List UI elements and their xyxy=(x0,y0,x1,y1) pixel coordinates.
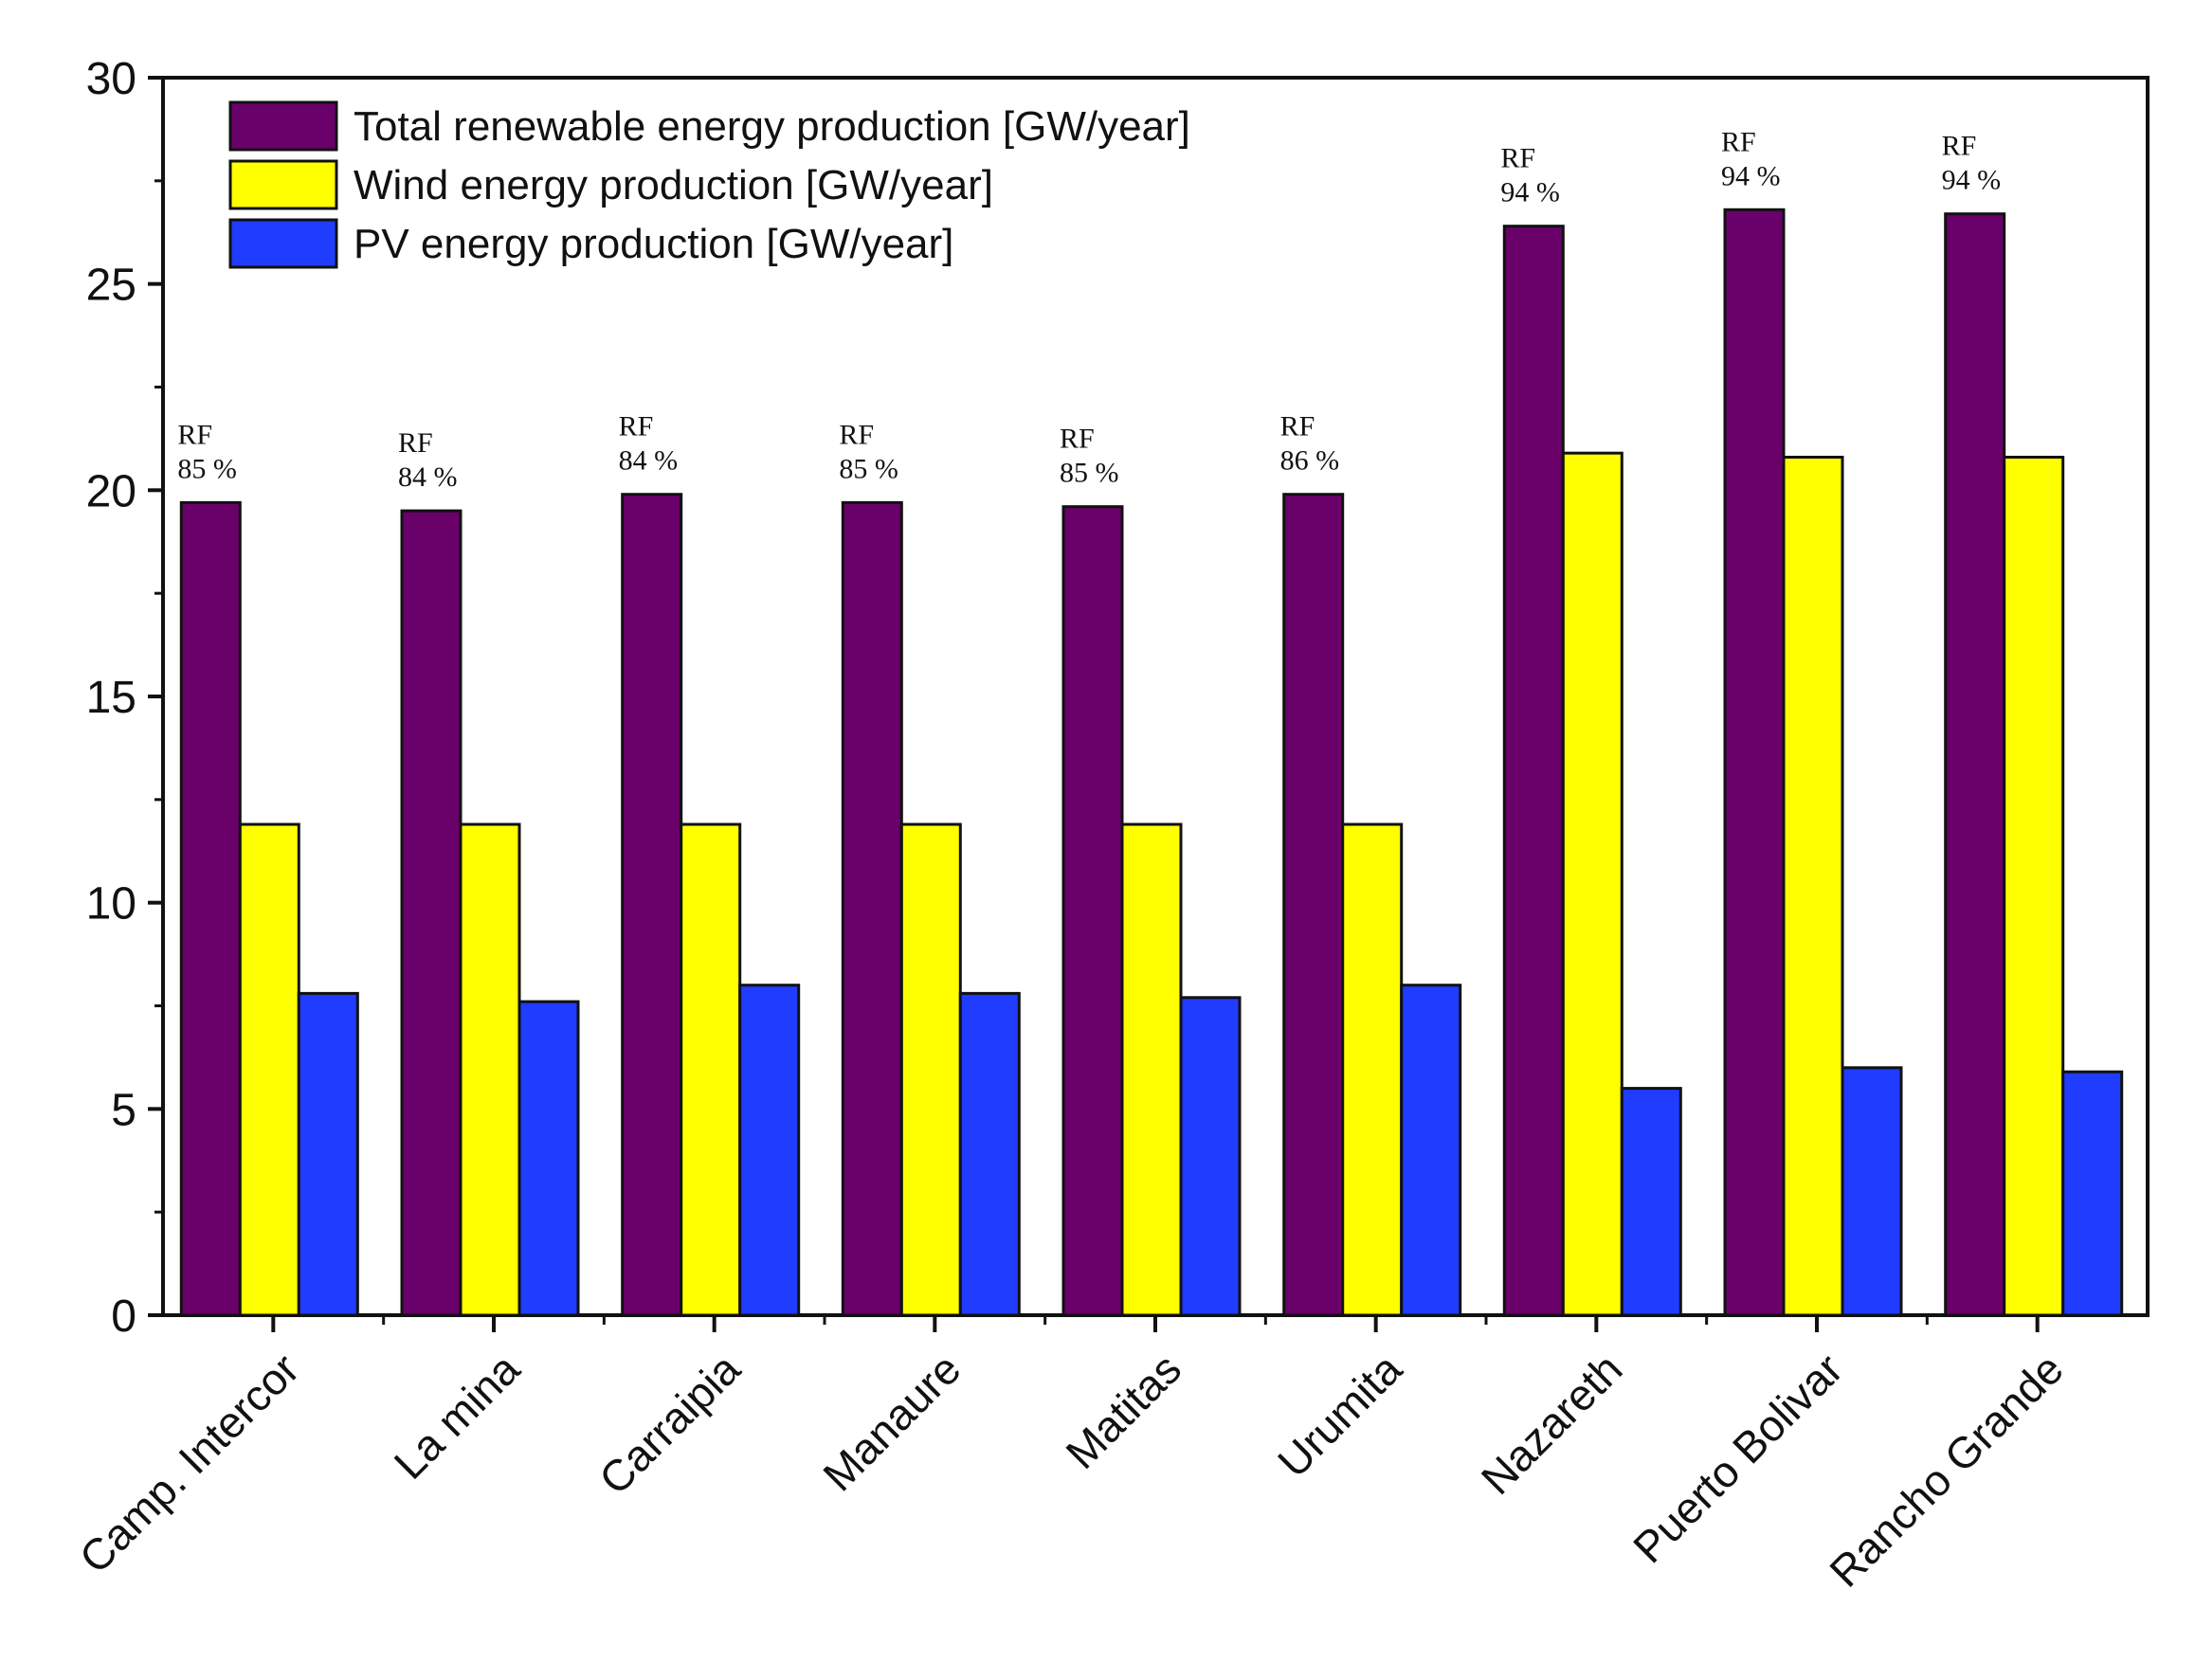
bars-group xyxy=(179,208,2124,1317)
rf-label-2: RF xyxy=(619,411,654,443)
rf-value-7: 94 % xyxy=(1721,160,1781,191)
bar-wind-5 xyxy=(1341,822,1404,1317)
y-tick-label-0: 0 xyxy=(111,1292,136,1342)
bar-wind-1 xyxy=(459,822,521,1317)
rf-label-1: RF xyxy=(398,427,433,459)
y-tick-label-25: 25 xyxy=(86,261,136,311)
rf-value-0: 85 % xyxy=(177,453,237,484)
rf-label-4: RF xyxy=(1060,424,1095,455)
bar-total-6 xyxy=(1502,225,1565,1317)
rf-label-5: RF xyxy=(1280,411,1315,443)
legend-swatch-total xyxy=(228,100,338,152)
bar-pv-6 xyxy=(1620,1087,1682,1317)
rf-value-4: 85 % xyxy=(1060,458,1119,489)
legend-swatch-wind xyxy=(228,159,338,210)
bar-pv-4 xyxy=(1179,996,1242,1317)
rf-value-2: 84 % xyxy=(619,445,679,477)
legend-label-wind: Wind energy production [GW/year] xyxy=(354,162,993,208)
bar-total-3 xyxy=(841,500,903,1317)
x-tick-label-2: Carraipia xyxy=(590,1344,750,1504)
bar-wind-2 xyxy=(680,822,742,1317)
bar-total-1 xyxy=(400,509,463,1317)
bar-total-0 xyxy=(179,500,242,1317)
bar-pv-8 xyxy=(2061,1070,2124,1317)
bar-wind-4 xyxy=(1120,822,1183,1317)
legend-label-pv: PV energy production [GW/year] xyxy=(354,221,953,267)
bar-wind-6 xyxy=(1561,451,1624,1317)
bar-wind-3 xyxy=(899,822,962,1317)
y-tick-label-10: 10 xyxy=(86,879,136,930)
rf-label-7: RF xyxy=(1721,126,1756,157)
bar-pv-0 xyxy=(297,991,359,1317)
x-axis: Camp. Intercor La mina Carraipia Manaure Mat… xyxy=(70,1315,2073,1597)
x-tick-label-1: La mina xyxy=(385,1344,530,1489)
bar-pv-2 xyxy=(738,984,801,1317)
bar-pv-3 xyxy=(958,991,1021,1317)
y-tick-label-30: 30 xyxy=(86,54,136,104)
rf-value-3: 85 % xyxy=(839,453,898,484)
bar-total-4 xyxy=(1061,505,1124,1317)
bar-wind-0 xyxy=(238,822,300,1317)
y-axis: 0 5 10 15 20 25 30 xyxy=(86,54,163,1342)
rf-value-6: 94 % xyxy=(1500,177,1560,208)
rf-value-1: 84 % xyxy=(398,461,458,493)
x-tick-label-8: Rancho Grande xyxy=(1820,1344,2072,1596)
legend-label-total: Total renewable energy production [GW/ye… xyxy=(354,103,1190,150)
rf-value-5: 86 % xyxy=(1280,445,1340,477)
bar-pv-5 xyxy=(1400,984,1462,1317)
rf-label-8: RF xyxy=(1942,131,1977,162)
bar-pv-1 xyxy=(517,1000,580,1317)
bar-wind-8 xyxy=(2003,456,2065,1317)
x-tick-label-6: Nazareth xyxy=(1472,1344,1632,1504)
y-tick-label-5: 5 xyxy=(111,1085,136,1135)
bar-pv-7 xyxy=(1841,1066,1903,1317)
bar-total-8 xyxy=(1944,212,2006,1317)
rf-label-0: RF xyxy=(177,419,212,450)
bar-total-2 xyxy=(621,493,683,1317)
bar-total-7 xyxy=(1723,208,1786,1317)
x-tick-label-0: Camp. Intercor xyxy=(70,1344,309,1582)
y-tick-label-20: 20 xyxy=(86,466,136,516)
x-tick-label-7: Puerto Bolivar xyxy=(1624,1344,1852,1572)
x-tick-label-4: Matitas xyxy=(1056,1344,1190,1478)
rf-value-8: 94 % xyxy=(1942,165,2002,196)
legend-swatch-pv xyxy=(228,218,338,269)
bar-wind-7 xyxy=(1782,456,1844,1317)
y-tick-label-15: 15 xyxy=(86,673,136,723)
x-tick-label-3: Manaure xyxy=(813,1344,970,1500)
legend: Total renewable energy production [GW/ye… xyxy=(228,100,1190,269)
rf-label-3: RF xyxy=(839,419,874,450)
bar-total-5 xyxy=(1282,493,1345,1317)
x-tick-label-5: Urumita xyxy=(1268,1344,1411,1487)
rf-label-6: RF xyxy=(1500,143,1535,174)
